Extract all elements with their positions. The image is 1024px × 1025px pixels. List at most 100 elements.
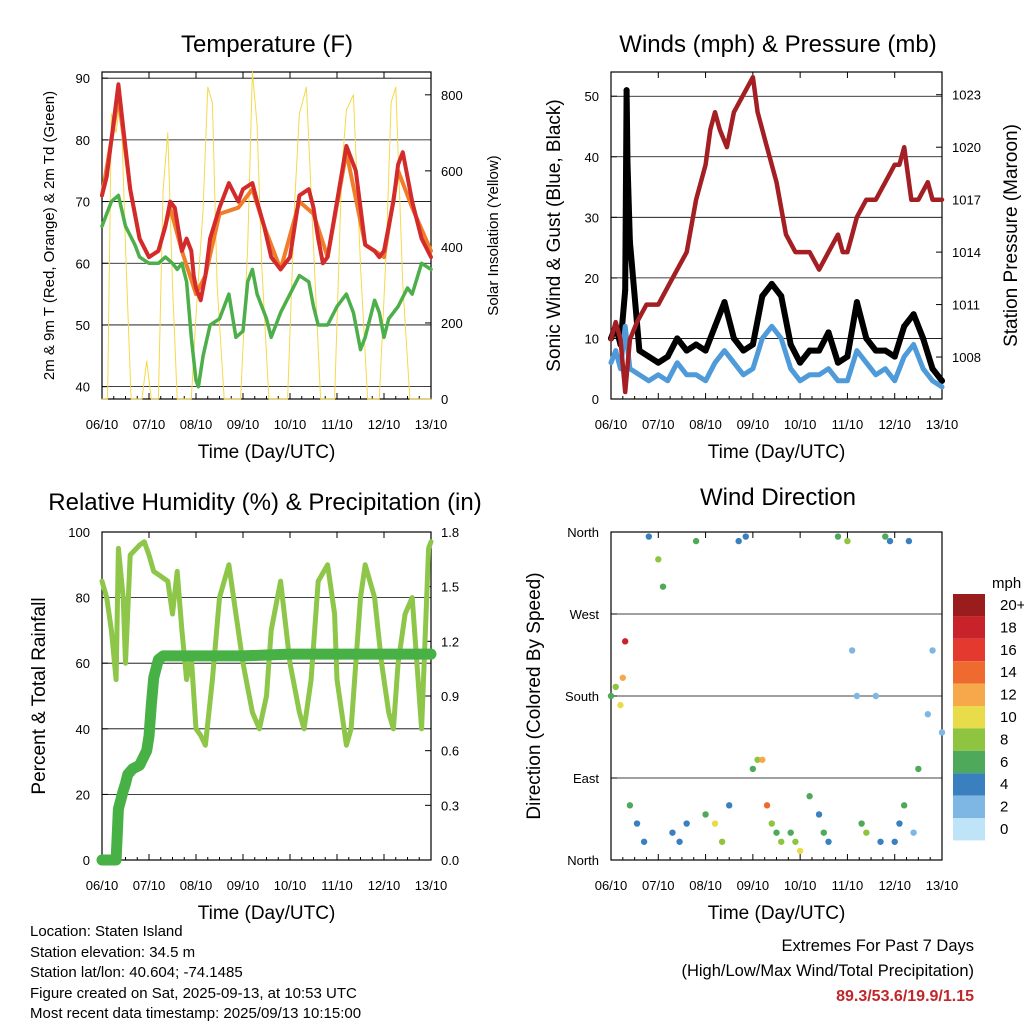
- direction-point-4: [621, 638, 629, 645]
- y-tick-label-2-1: 80: [76, 591, 90, 606]
- y-right-tick-label-1-1: 1020: [952, 140, 981, 155]
- direction-point-25: [768, 820, 775, 827]
- gust-point-29: [844, 353, 851, 360]
- y-tick-label-0-0: 90: [76, 71, 90, 86]
- gust-point-26: [816, 347, 823, 354]
- direction-point-6: [633, 820, 641, 827]
- x-tick-label-2-2: 08/10: [180, 878, 213, 893]
- y-tick-label-3-2: South: [565, 689, 599, 704]
- direction-point-50: [915, 765, 922, 773]
- direction-point-39: [858, 820, 865, 827]
- direction-point-29: [792, 838, 799, 845]
- latest-timestamp-text: Most recent data timestamp: 2025/09/13 1…: [30, 1005, 362, 1022]
- y-tick-label-0-2: 70: [76, 195, 90, 210]
- x-tick-label-3-4: 10/10: [784, 878, 817, 893]
- direction-point-38: [853, 692, 861, 700]
- gust-point-38: [929, 365, 936, 372]
- gust-point-14: [702, 347, 709, 354]
- legend-label-10: 0: [1000, 821, 1008, 838]
- gust-point-12: [683, 347, 690, 354]
- gust-point-9: [655, 359, 662, 366]
- direction-point-22: [754, 756, 761, 763]
- gust-point-4: [623, 87, 630, 94]
- legend-label-3: 14: [1000, 664, 1017, 681]
- direction-point-40: [863, 829, 870, 836]
- x-tick-label-3-1: 07/10: [642, 878, 675, 893]
- y-right-tick-label-0-1: 600: [441, 164, 463, 179]
- x-tick-label-3-0: 06/10: [595, 878, 628, 893]
- y-right-axis-label-0: Solar Insolation (Yellow): [485, 155, 502, 315]
- y-right-tick-label-1-3: 1014: [952, 245, 981, 260]
- legend-label-7: 6: [1000, 754, 1008, 771]
- direction-point-9: [655, 556, 662, 563]
- direction-point-21: [749, 765, 757, 773]
- y-axis-label-0: 2m & 9m T (Red, Orange) & 2m Td (Green): [41, 91, 58, 380]
- legend-swatch-8: [953, 773, 985, 796]
- gust-point-31: [863, 335, 870, 342]
- direction-point-53: [938, 729, 946, 736]
- y-right-tick-label-2-4: 0.6: [441, 744, 459, 759]
- x-tick-label-1-4: 10/10: [784, 417, 817, 432]
- gust-point-18: [740, 347, 747, 354]
- direction-point-51: [924, 711, 932, 718]
- location-text: Location: Staten Island: [30, 923, 183, 940]
- direction-point-13: [683, 820, 690, 827]
- chart-title-0: Temperature (F): [181, 31, 353, 58]
- x-tick-label-0-6: 12/10: [368, 417, 401, 432]
- chart-title-2: Relative Humidity (%) & Precipitation (i…: [48, 489, 481, 516]
- gust-point-30: [853, 299, 860, 306]
- direction-point-10: [659, 583, 667, 590]
- direction-point-8: [645, 533, 653, 540]
- x-tick-label-2-0: 06/10: [86, 878, 119, 893]
- x-axis-label-2: Time (Day/UTC): [198, 903, 336, 924]
- y-tick-label-1-2: 30: [585, 210, 599, 225]
- series-line-dewpoint: [100, 193, 433, 389]
- x-tick-label-2-3: 09/10: [227, 878, 260, 893]
- legend-label-9: 2: [1000, 799, 1008, 816]
- x-tick-label-1-0: 06/10: [595, 417, 628, 432]
- direction-point-23: [759, 756, 766, 763]
- x-axis-label-1: Time (Day/UTC): [708, 442, 846, 463]
- direction-point-41: [872, 692, 879, 700]
- legend-swatch-5: [953, 706, 985, 729]
- gust-point-28: [834, 359, 841, 366]
- x-tick-label-2-7: 13/10: [415, 878, 448, 893]
- legend-label-4: 12: [1000, 687, 1017, 704]
- gust-point-11: [674, 335, 681, 342]
- direction-point-35: [834, 533, 842, 540]
- y-right-tick-label-1-2: 1017: [952, 193, 981, 208]
- x-tick-label-1-3: 09/10: [737, 417, 770, 432]
- legend-swatch-4: [953, 683, 985, 706]
- direction-point-32: [815, 811, 823, 818]
- gust-point-20: [759, 293, 766, 300]
- direction-point-24: [763, 802, 771, 809]
- legend-swatch-6: [953, 728, 985, 751]
- direction-point-27: [778, 838, 785, 845]
- gust-point-10: [664, 353, 671, 360]
- direction-point-14: [692, 537, 700, 545]
- legend-title: mph: [992, 575, 1021, 592]
- direction-point-15: [702, 811, 709, 818]
- gust-point-19: [749, 341, 756, 348]
- x-tick-label-0-3: 09/10: [227, 417, 260, 432]
- y-right-tick-label-0-3: 200: [441, 316, 463, 331]
- legend-swatch-9: [953, 795, 985, 818]
- y-right-tick-label-0-4: 0: [441, 392, 448, 407]
- direction-point-18: [726, 802, 733, 809]
- gust-point-33: [882, 347, 889, 354]
- y-right-tick-label-0-0: 800: [441, 88, 463, 103]
- x-tick-label-2-4: 10/10: [274, 878, 307, 893]
- latlon-text: Station lat/lon: 40.604; -74.1485: [30, 964, 243, 981]
- direction-point-49: [910, 829, 917, 836]
- x-tick-label-2-6: 12/10: [368, 878, 401, 893]
- y-axis-label-3: Direction (Colored By Speed): [524, 572, 545, 819]
- y-right-tick-label-2-2: 1.2: [441, 634, 459, 649]
- x-axis-label-0: Time (Day/UTC): [198, 442, 336, 463]
- direction-point-19: [735, 537, 742, 545]
- legend-label-5: 10: [1000, 709, 1017, 726]
- x-tick-label-0-5: 11/10: [321, 417, 353, 432]
- x-tick-label-0-1: 07/10: [133, 417, 166, 432]
- direction-point-17: [718, 838, 726, 845]
- gust-point-13: [693, 341, 700, 348]
